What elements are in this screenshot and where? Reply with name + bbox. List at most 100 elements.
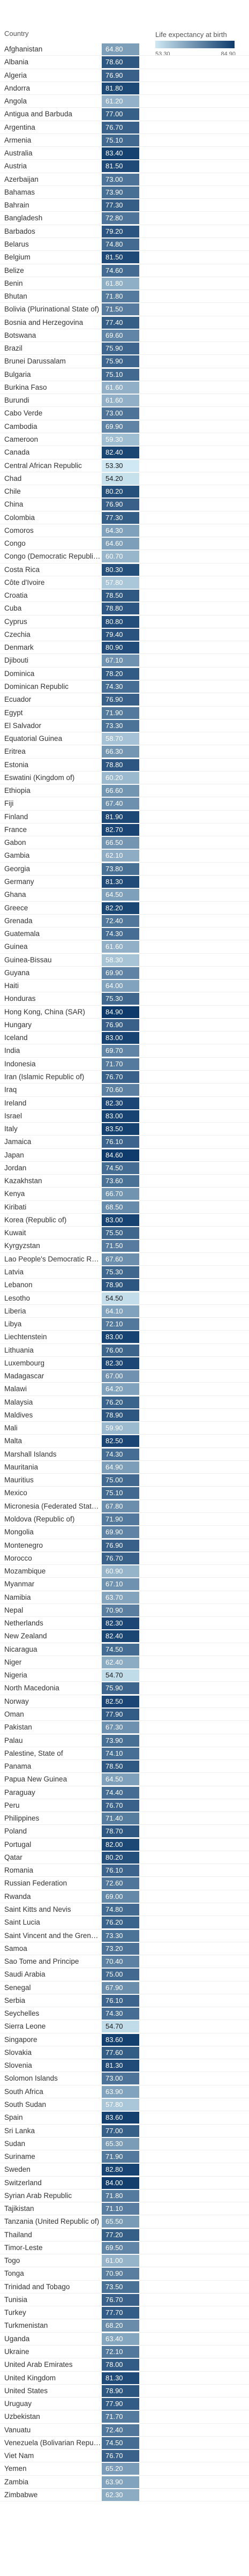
life-expectancy-value: 76.20 — [105, 1398, 123, 1406]
table-row: Portugal 82.00 — [0, 1838, 249, 1851]
life-expectancy-value: 83.50 — [105, 1125, 123, 1133]
life-expectancy-value: 76.70 — [105, 1554, 123, 1562]
life-expectancy-value: 72.10 — [105, 2348, 123, 2356]
row-divider — [0, 1291, 249, 1292]
life-expectancy-value: 76.90 — [105, 1541, 123, 1549]
life-expectancy-value: 61.00 — [105, 2256, 123, 2265]
table-row: Thailand 77.20 — [0, 2229, 249, 2241]
heatmap-cell — [102, 889, 139, 901]
country-label: Serbia — [4, 1996, 26, 2005]
row-divider — [0, 1356, 249, 1357]
table-row: Israel 83.00 — [0, 1110, 249, 1123]
heatmap-cell — [102, 707, 139, 719]
life-expectancy-value: 73.50 — [105, 2282, 123, 2291]
heatmap-cell — [102, 291, 139, 303]
life-expectancy-value: 71.90 — [105, 2152, 123, 2161]
heatmap-cell — [102, 108, 139, 121]
heatmap-cell — [102, 225, 139, 237]
table-row: Belgium 81.50 — [0, 251, 249, 264]
country-label: Eswatini (Kingdom of) — [4, 773, 75, 782]
table-row: Gabon 66.50 — [0, 836, 249, 850]
life-expectancy-value: 57.80 — [105, 2100, 123, 2109]
table-row: Eritrea 66.30 — [0, 745, 249, 759]
life-expectancy-value: 82.40 — [105, 448, 123, 457]
life-expectancy-value: 62.40 — [105, 1658, 123, 1666]
heatmap-cell — [102, 967, 139, 979]
heatmap-cell — [102, 1851, 139, 1864]
country-label: Greece — [4, 903, 28, 912]
row-divider — [0, 2423, 249, 2424]
life-expectancy-value: 80.90 — [105, 643, 123, 652]
country-label: Chad — [4, 474, 22, 482]
heatmap-cell — [102, 1786, 139, 1799]
table-row: Niger 62.40 — [0, 1656, 249, 1669]
life-expectancy-value: 73.00 — [105, 409, 123, 418]
country-label: Bangladesh — [4, 214, 43, 222]
heatmap-cell — [102, 1201, 139, 1213]
heatmap-cell — [102, 2476, 139, 2488]
country-label: Portugal — [4, 1840, 32, 1849]
table-row: Côte d'Ivoire 57.80 — [0, 576, 249, 590]
table-row: Turkmenistan 68.20 — [0, 2319, 249, 2333]
table-row: Italy 83.50 — [0, 1123, 249, 1136]
country-label: Belgium — [4, 253, 31, 262]
heatmap-cell — [102, 1396, 139, 1408]
heatmap-cell — [102, 1942, 139, 1955]
heatmap-cell — [102, 785, 139, 797]
row-divider — [0, 94, 249, 95]
country-label: Antigua and Barbuda — [4, 110, 72, 118]
country-label: Slovakia — [4, 2048, 32, 2057]
country-label: Djibouti — [4, 656, 29, 665]
heatmap-cell — [102, 667, 139, 680]
country-label: Egypt — [4, 708, 23, 717]
country-label: Italy — [4, 1125, 18, 1133]
table-row: Estonia 78.80 — [0, 759, 249, 771]
country-label: Czechia — [4, 630, 31, 639]
table-row: Tanzania (United Republic of) 65.50 — [0, 2215, 249, 2229]
life-expectancy-value: 78.50 — [105, 591, 123, 600]
heatmap-cell — [102, 1669, 139, 1682]
row-divider — [0, 758, 249, 759]
country-label: Malawi — [4, 1385, 27, 1393]
heatmap-cell — [102, 719, 139, 732]
heatmap-cell — [102, 381, 139, 394]
table-row: Jordan 74.50 — [0, 1162, 249, 1175]
row-divider — [0, 250, 249, 251]
table-row: Croatia 78.50 — [0, 589, 249, 603]
heatmap-cell — [102, 2216, 139, 2228]
life-expectancy-value: 59.30 — [105, 435, 123, 443]
life-expectancy-value: 81.30 — [105, 878, 123, 886]
country-label: Tonga — [4, 2269, 24, 2278]
life-expectancy-value: 82.80 — [105, 2165, 123, 2174]
country-label: Sweden — [4, 2165, 31, 2174]
table-row: Bahamas 73.90 — [0, 186, 249, 199]
life-expectancy-value: 68.20 — [105, 2321, 123, 2330]
heatmap-cell — [102, 2346, 139, 2358]
country-label: Burkina Faso — [4, 383, 47, 391]
heatmap-cell — [102, 1409, 139, 1421]
heatmap-cell — [102, 1709, 139, 1720]
row-divider — [0, 1096, 249, 1097]
life-expectancy-value: 80.20 — [105, 1853, 123, 1861]
life-expectancy-value: 81.90 — [105, 812, 123, 821]
table-row: Romania 76.10 — [0, 1864, 249, 1877]
table-row: Turkey 77.70 — [0, 2306, 249, 2320]
life-expectancy-value: 64.30 — [105, 526, 123, 534]
heatmap-cell — [102, 628, 139, 641]
heatmap-cell — [102, 1695, 139, 1708]
row-divider — [0, 2384, 249, 2385]
heatmap-cell — [102, 798, 139, 810]
table-row: United States 78.90 — [0, 2385, 249, 2398]
row-divider — [0, 966, 249, 967]
row-divider — [0, 1213, 249, 1214]
life-expectancy-value: 77.00 — [105, 2126, 123, 2135]
life-expectancy-value: 74.10 — [105, 1749, 123, 1757]
table-row: Nigeria 54.70 — [0, 1669, 249, 1682]
table-row: Brunei Darussalam 75.90 — [0, 355, 249, 368]
country-label: Uruguay — [4, 2400, 32, 2408]
heatmap-cell — [102, 1747, 139, 1760]
heatmap-cell — [102, 603, 139, 615]
row-divider — [0, 1304, 249, 1305]
table-row: Papua New Guinea 64.50 — [0, 1773, 249, 1786]
row-divider — [0, 2176, 249, 2177]
